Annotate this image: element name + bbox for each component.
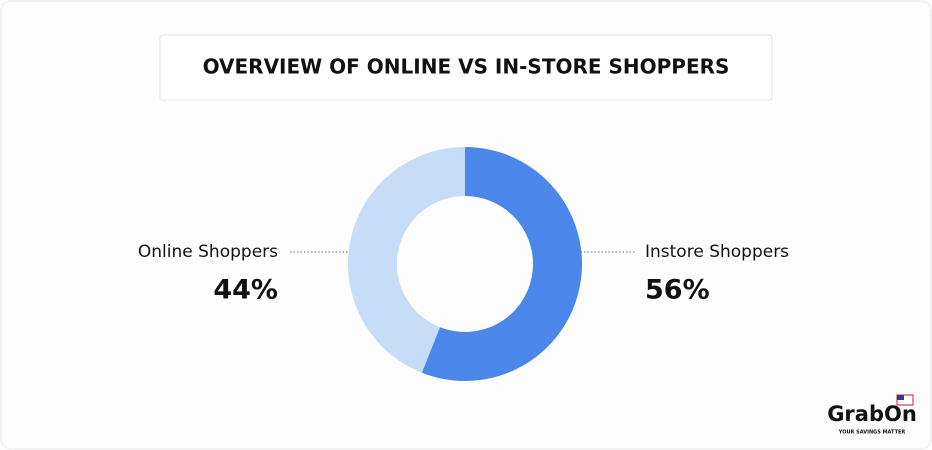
chart-title: OVERVIEW OF ONLINE VS IN-STORE SHOPPERS bbox=[203, 55, 730, 79]
brand-tagline: YOUR SAVINGS MATTER bbox=[838, 430, 906, 436]
value-label: 56% bbox=[645, 275, 710, 306]
brand-name: GrabOn bbox=[827, 402, 917, 426]
donut-segment bbox=[348, 147, 465, 373]
value-label: 44% bbox=[213, 275, 278, 306]
category-label: Online Shoppers bbox=[138, 242, 278, 262]
donut-segment bbox=[421, 147, 582, 381]
logo: GrabOn YOUR SAVINGS MATTER bbox=[827, 394, 917, 436]
category-label: Instore Shoppers bbox=[645, 242, 789, 262]
flag-icon bbox=[897, 395, 904, 400]
title-box bbox=[159, 34, 773, 101]
